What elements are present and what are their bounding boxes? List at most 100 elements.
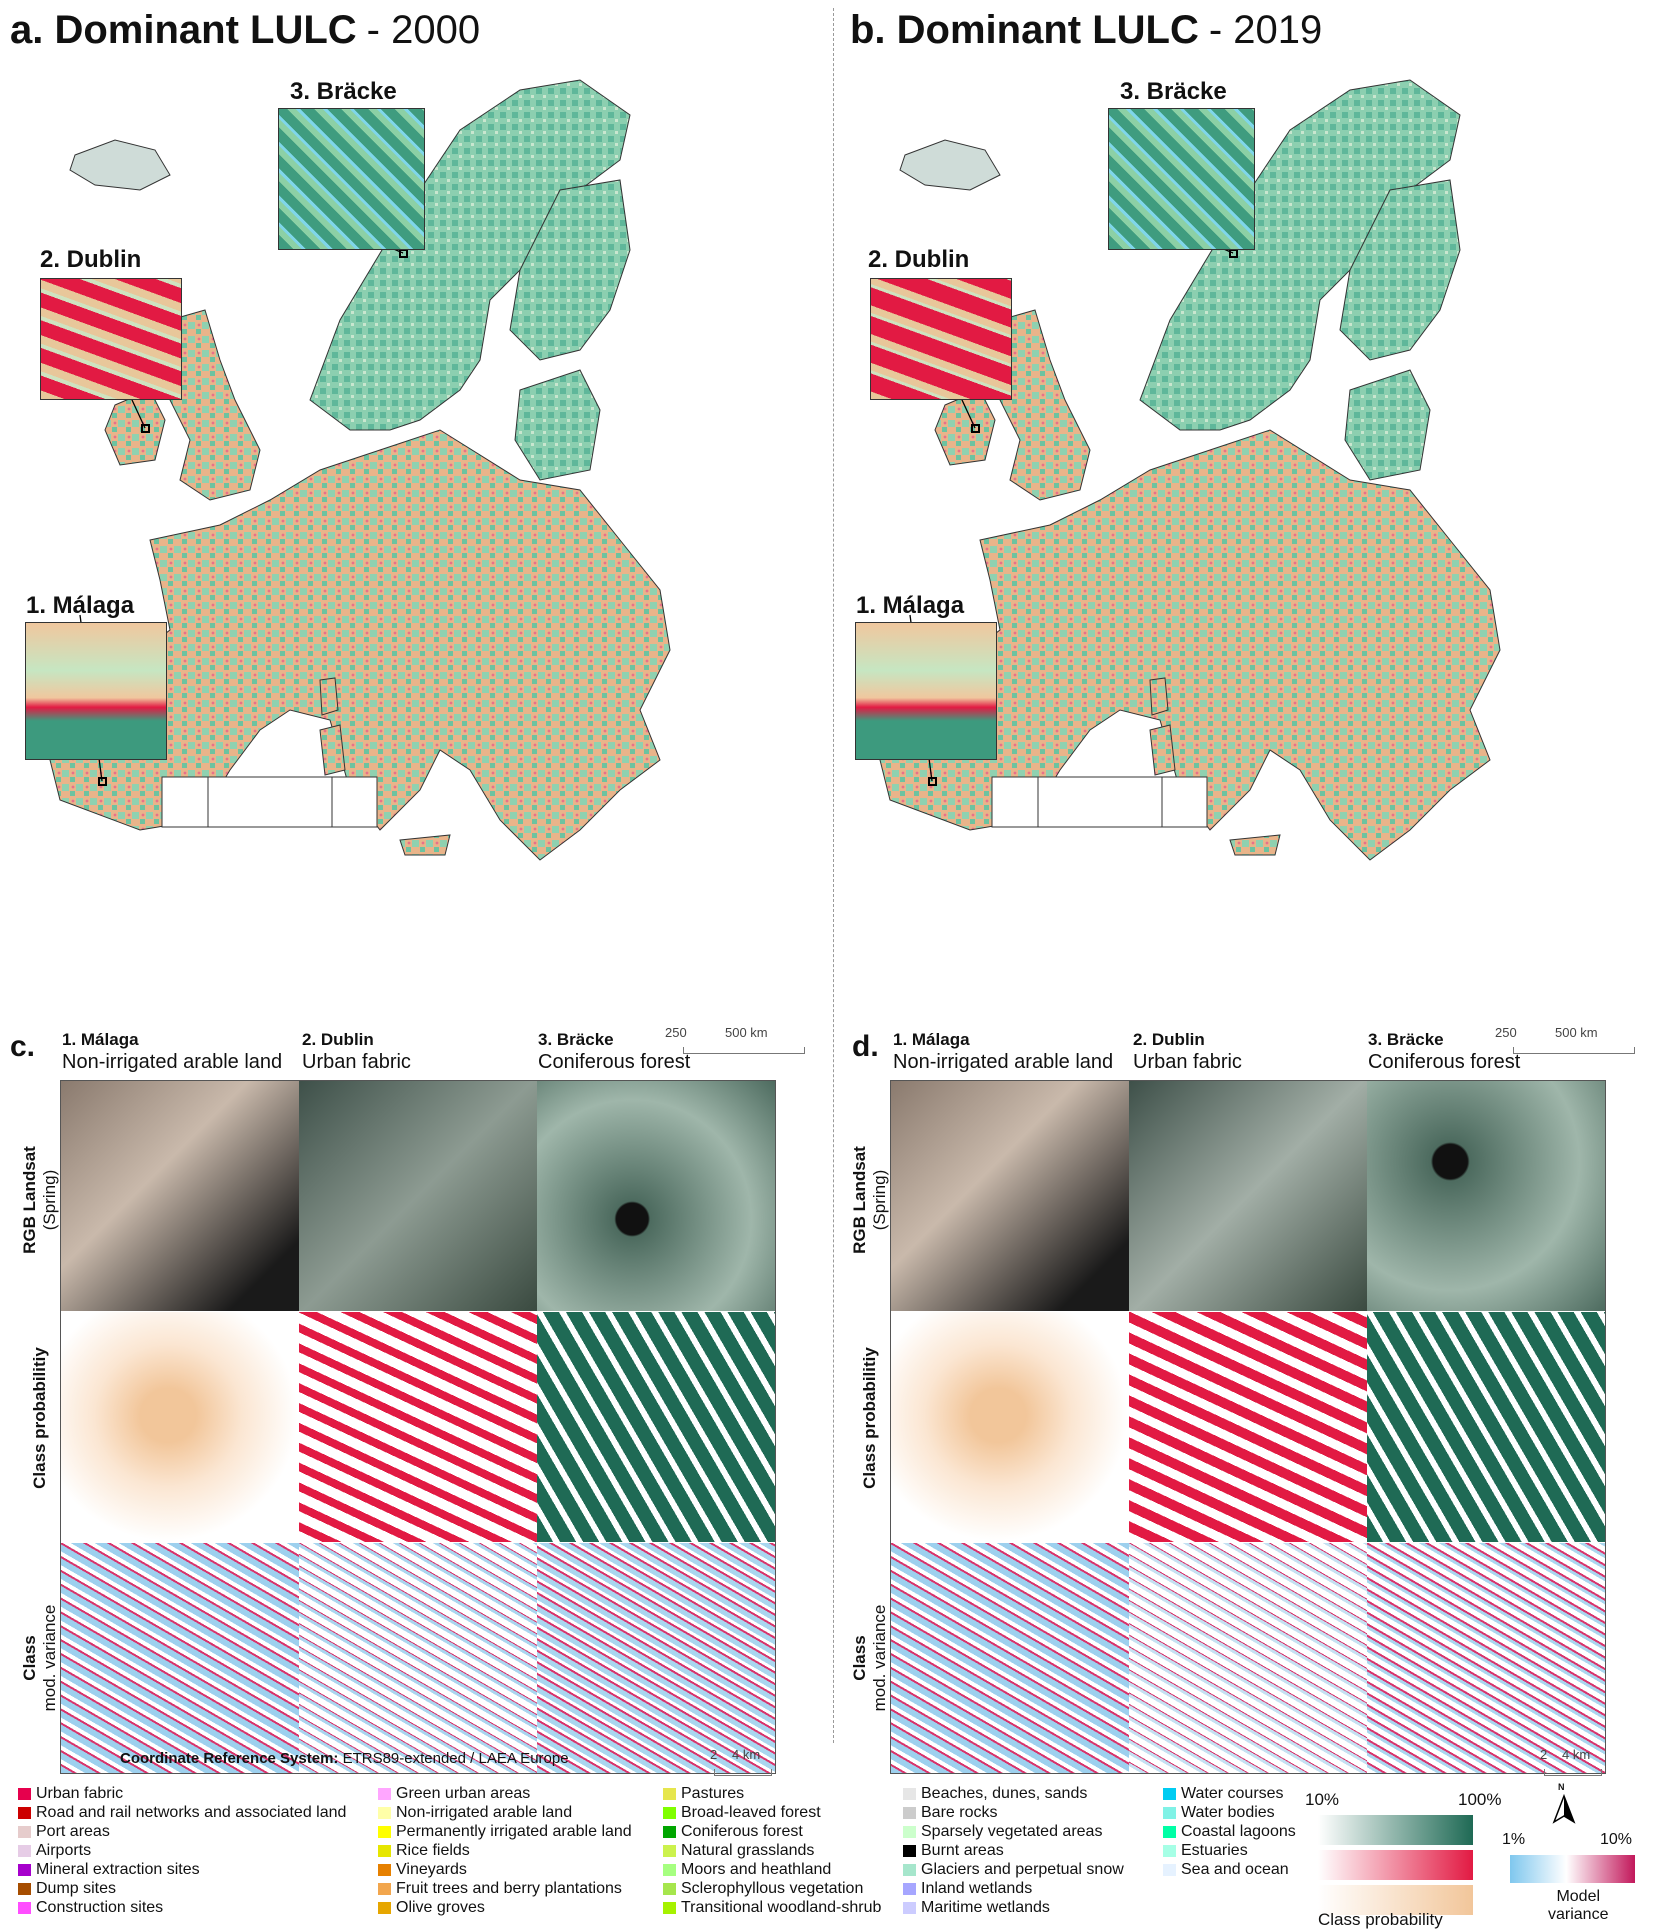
legend-item: Rice fields bbox=[378, 1842, 470, 1860]
prob-ramp-arable bbox=[1318, 1885, 1473, 1915]
panel-b-title: b. Dominant LULC - 2019 bbox=[850, 8, 1322, 52]
legend-label: Moors and heathland bbox=[681, 1861, 832, 1878]
inset-label-bracke-a: 3. Bräcke bbox=[290, 78, 397, 105]
inset-image-dublin-a bbox=[40, 278, 182, 400]
var-malaga-c bbox=[61, 1543, 299, 1773]
var-dublin-d bbox=[1129, 1543, 1367, 1773]
rgb-malaga-d bbox=[891, 1081, 1129, 1311]
legend-item: Broad-leaved forest bbox=[663, 1804, 821, 1822]
prob-dublin-d bbox=[1129, 1312, 1367, 1542]
inset-label-malaga-b: 1. Málaga bbox=[856, 592, 965, 619]
col3-class: Coniferous forest bbox=[538, 1051, 691, 1073]
row-label-var-d: Class mod. variance bbox=[850, 1604, 889, 1712]
row-label-rgb-c: RGB Landsat (Spring) bbox=[20, 1146, 59, 1254]
legend-label: Bare rocks bbox=[921, 1804, 998, 1821]
legend-swatch bbox=[378, 1883, 391, 1895]
legend-label: Sparsely vegetated areas bbox=[921, 1823, 1103, 1840]
legend-item: Mineral extraction sites bbox=[18, 1861, 200, 1879]
legend-swatch bbox=[378, 1845, 391, 1857]
prob-malaga-c bbox=[61, 1312, 299, 1542]
legend-swatch bbox=[18, 1826, 31, 1838]
row-label-prob-d: Class probabilitiy bbox=[860, 1347, 879, 1489]
legend-item: Coastal lagoons bbox=[1163, 1823, 1296, 1841]
legend-item: Estuaries bbox=[1163, 1842, 1248, 1860]
legend-label: Transitional woodland-shrub bbox=[681, 1899, 882, 1916]
var-legend-min: 1% bbox=[1502, 1831, 1526, 1848]
prob-legend-caption: Class probability bbox=[1318, 1910, 1443, 1929]
europe-map-2000 bbox=[39, 79, 671, 861]
legend-item: Water courses bbox=[1163, 1785, 1284, 1803]
legend-item: Natural grasslands bbox=[663, 1842, 814, 1860]
inset-image-bracke-a bbox=[278, 108, 425, 250]
var-bracke-d bbox=[1367, 1543, 1605, 1773]
legend-label: Fruit trees and berry plantations bbox=[396, 1880, 622, 1897]
legend-item: Beaches, dunes, sands bbox=[903, 1785, 1087, 1803]
legend-item: Road and rail networks and associated la… bbox=[18, 1804, 346, 1822]
legend-item: Pastures bbox=[663, 1785, 744, 1803]
legend-label: Maritime wetlands bbox=[921, 1899, 1050, 1916]
legend-swatch bbox=[903, 1864, 916, 1876]
legend-item: Bare rocks bbox=[903, 1804, 997, 1822]
rgb-malaga-c bbox=[61, 1081, 299, 1311]
legend-label: Port areas bbox=[36, 1823, 110, 1840]
map-scale-tick2-b: 500 km bbox=[1555, 1025, 1598, 1040]
prob-bracke-d bbox=[1367, 1312, 1605, 1542]
legend-swatch bbox=[378, 1864, 391, 1876]
var-bracke-c bbox=[537, 1543, 775, 1773]
legend-label: Coastal lagoons bbox=[1181, 1823, 1296, 1840]
legend-item: Olive groves bbox=[378, 1899, 485, 1917]
var-ramp bbox=[1510, 1855, 1635, 1883]
legend-label: Water courses bbox=[1181, 1785, 1284, 1802]
var-legend-max: 10% bbox=[1600, 1831, 1633, 1848]
legend-label: Construction sites bbox=[36, 1899, 164, 1916]
legend-item: Construction sites bbox=[18, 1899, 163, 1917]
legend-label: Sclerophyllous vegetation bbox=[681, 1880, 864, 1897]
panel-d-col2-head: 2. Dublin Urban fabric bbox=[1133, 1030, 1242, 1073]
europe-map-2019 bbox=[869, 79, 1501, 861]
legend-item: Moors and heathland bbox=[663, 1861, 831, 1879]
legend-swatch bbox=[903, 1826, 916, 1838]
panel-d-letter: d. bbox=[852, 1030, 879, 1063]
legend-label: Water bodies bbox=[1181, 1804, 1275, 1821]
legend-swatch bbox=[903, 1883, 916, 1895]
var-legend-caption: Model variance bbox=[1548, 1888, 1609, 1923]
col1-class: Non-irrigated arable land bbox=[62, 1051, 283, 1073]
legend-swatch bbox=[18, 1788, 31, 1800]
legend-swatch bbox=[18, 1883, 31, 1895]
panel-a-year: - 2000 bbox=[366, 8, 481, 52]
legend-item: Maritime wetlands bbox=[903, 1899, 1050, 1917]
prob-legend-max: 100% bbox=[1458, 1790, 1502, 1809]
inset-image-malaga-a bbox=[25, 622, 167, 760]
prob-malaga-d bbox=[891, 1312, 1129, 1542]
legend-label: Olive groves bbox=[396, 1899, 485, 1916]
legend-swatch bbox=[663, 1845, 676, 1857]
legend-item: Urban fabric bbox=[18, 1785, 123, 1803]
inset-label-bracke-b: 3. Bräcke bbox=[1120, 78, 1227, 105]
legend-label: Urban fabric bbox=[36, 1785, 124, 1802]
legend-item: Water bodies bbox=[1163, 1804, 1275, 1822]
legend-swatch bbox=[1163, 1845, 1176, 1857]
prob-ramp-coniferous bbox=[1318, 1815, 1473, 1845]
col3-site: 3. Bräcke bbox=[538, 1030, 614, 1049]
row-label-var-c: Class mod. variance bbox=[20, 1604, 59, 1712]
legend-label: Pastures bbox=[681, 1785, 745, 1802]
legend-swatch bbox=[903, 1807, 916, 1819]
legend-item: Dump sites bbox=[18, 1880, 116, 1898]
map-scale-tick2-a: 500 km bbox=[725, 1025, 768, 1040]
legend-item: Permanently irrigated arable land bbox=[378, 1823, 632, 1841]
col2-site: 2. Dublin bbox=[302, 1030, 374, 1049]
legend-label: Burnt areas bbox=[921, 1842, 1004, 1859]
rgb-dublin-c bbox=[299, 1081, 537, 1311]
legend-swatch bbox=[903, 1845, 916, 1857]
north-label: N bbox=[1558, 1782, 1565, 1792]
legend-label: Vineyards bbox=[396, 1861, 467, 1878]
legend-swatch bbox=[663, 1807, 676, 1819]
prob-bracke-c bbox=[537, 1312, 775, 1542]
legend-swatch bbox=[663, 1864, 676, 1876]
legend-swatch bbox=[663, 1883, 676, 1895]
legend-label: Airports bbox=[36, 1842, 92, 1859]
legend-label: Beaches, dunes, sands bbox=[921, 1785, 1088, 1802]
legend-swatch bbox=[663, 1826, 676, 1838]
var-dublin-c bbox=[299, 1543, 537, 1773]
legend-item: Burnt areas bbox=[903, 1842, 1004, 1860]
